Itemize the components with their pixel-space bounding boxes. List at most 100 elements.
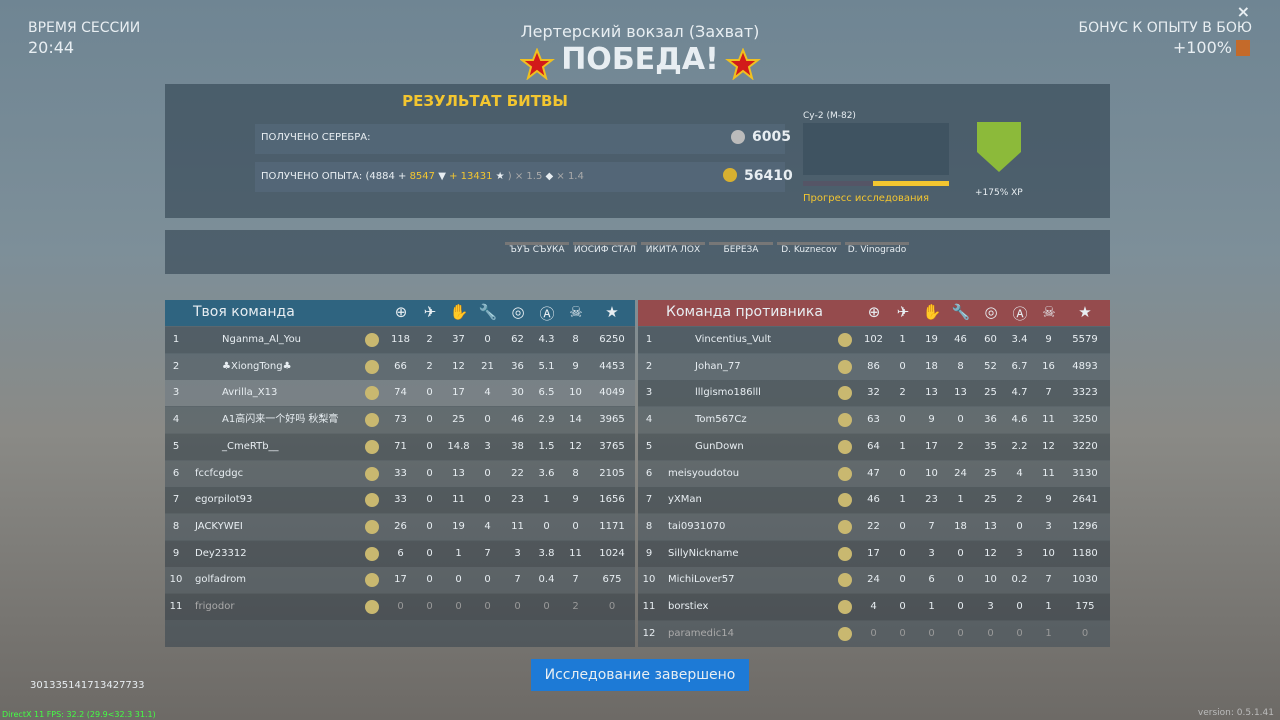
column-icon: ✈ [423, 303, 437, 321]
stat-cell: 0 [608, 601, 616, 612]
stat-cell: 3 [987, 601, 994, 612]
stat-cell: 175 [1075, 601, 1095, 612]
stat-cell: 4049 [599, 387, 625, 399]
stat-cell: 12 [1042, 440, 1055, 452]
stat-cell: 25 [984, 387, 997, 399]
vehicle-icon [365, 519, 379, 534]
stat-cell: 1 [899, 494, 906, 506]
stat-cell: 35 [984, 440, 997, 452]
stat-cell: 3 [484, 440, 491, 452]
stat-cell: 23 [511, 494, 524, 506]
research-button[interactable]: Исследование завершено [531, 659, 749, 691]
vehicle-icon [838, 573, 852, 588]
battle-result: ПОБЕДА! [561, 42, 719, 77]
progress-label: Прогресс исследования [803, 193, 930, 204]
column-icon: ⊕ [394, 303, 408, 321]
stat-cell: 32 [867, 387, 880, 399]
team-header: Команда противника ⊕ ✈ ✋ 🔧 ◎ Ⓐ ☠ ★ [638, 300, 1110, 326]
column-icon: ◎ [511, 303, 525, 321]
stat-cell: 4.7 [1011, 387, 1028, 399]
stat-cell: 0 [543, 601, 550, 612]
stat-cell: 19 [925, 334, 938, 345]
stat-cell: 2 [957, 440, 964, 452]
stat-cell: 36 [511, 360, 524, 372]
stat-cell: 0 [455, 574, 462, 586]
silver-icon [731, 130, 745, 144]
stat-cell: 6 [928, 574, 935, 586]
stat-cell: 0 [484, 414, 491, 426]
vehicle-icon [365, 333, 379, 347]
vehicle-icon [365, 546, 379, 561]
stat-cell: 4 [484, 520, 491, 532]
stat-cell: 2 [426, 360, 433, 372]
stat-cell: 38 [511, 440, 524, 452]
player-name: _CmeRTb__ [222, 440, 279, 452]
stat-cell: 6 [397, 547, 404, 559]
stat-cell: 33 [394, 467, 407, 479]
stat-cell: 0 [572, 520, 579, 532]
stat-cell: 0 [899, 547, 906, 559]
exp-mult: × 1.4 [556, 171, 584, 182]
results-panel: РЕЗУЛЬТАТ БИТВЫ ПОЛУЧЕНО СЕРЕБРА: 6005 П… [165, 84, 1110, 218]
player-name: lllgismo186lll [695, 387, 761, 399]
player-rank: 2 [645, 360, 653, 372]
player-row: 10 MichiLover57 24 0 6 0 10 0.2 7 1030 [638, 567, 1110, 594]
exp-mult: ) × 1.5 [507, 171, 543, 182]
stat-cell: 0 [899, 467, 906, 479]
vehicle-icon [365, 493, 379, 508]
player-name: frigodor [195, 601, 235, 612]
stat-cell: 21 [481, 360, 494, 372]
vehicle-name: Су-2 (М-82) [803, 111, 856, 121]
award-name: ИОСИФ СТАЛ [573, 242, 637, 255]
vehicle-icon [838, 626, 852, 641]
award-name: ИКИТА ЛОХ [641, 242, 705, 255]
player-rank: 11 [169, 601, 183, 612]
stat-cell: 9 [928, 414, 935, 426]
stat-cell: 66 [394, 360, 407, 372]
stat-cell: 1030 [1072, 574, 1098, 586]
stat-cell: 0 [426, 494, 433, 506]
player-rank: 4 [645, 414, 653, 426]
player-name: Tom567Cz [695, 414, 747, 426]
close-button[interactable]: × [1236, 2, 1250, 21]
stat-cell: 4453 [599, 360, 625, 372]
player-rank: 7 [172, 494, 180, 506]
stat-cell: 4893 [1072, 360, 1098, 372]
stat-cell: 0 [426, 467, 433, 479]
award-name: D. Kuznecov [777, 242, 841, 255]
player-name: SillyNickname [668, 547, 739, 559]
stat-cell: 3 [514, 547, 521, 559]
stat-cell: 12 [569, 440, 582, 452]
mission-name: Лертерский вокзал (Захват) [520, 22, 760, 41]
exp-total: 56410 [744, 168, 793, 184]
player-row: 1 Nganma_Al_You 118 2 37 0 62 4.3 8 6250 [165, 327, 635, 353]
award-name: ЪУЪ СЪУКА [505, 242, 569, 255]
stat-cell: 10 [1042, 547, 1055, 559]
stat-cell: 0 [426, 440, 433, 452]
player-name: Johan_77 [695, 360, 741, 372]
stat-cell: 1 [1045, 601, 1052, 612]
stat-cell: 3323 [1072, 387, 1098, 399]
stat-cell: 3.4 [1011, 334, 1028, 345]
player-rank: 9 [645, 547, 653, 559]
stat-cell: 17 [452, 387, 465, 399]
player-row: 7 yXMan 46 1 23 1 25 2 9 2641 [638, 487, 1110, 514]
session-label: ВРЕМЯ СЕССИИ [28, 20, 141, 36]
stat-cell: 13 [925, 387, 938, 399]
stat-cell: 0 [484, 574, 491, 586]
stat-cell: 3 [1016, 547, 1023, 559]
stat-cell: 0 [1016, 601, 1023, 612]
stat-cell: 4.3 [538, 334, 555, 345]
stat-cell: 3765 [599, 440, 625, 452]
stars [520, 48, 761, 80]
team-table: Команда противника ⊕ ✈ ✋ 🔧 ◎ Ⓐ ☠ ★ 1 Vincentius_Vu… [638, 300, 1110, 647]
player-rank: 11 [642, 601, 656, 612]
column-icon: ✋ [449, 303, 469, 321]
session-id: 301335141713427733 [30, 680, 145, 691]
stat-cell: 11 [511, 520, 524, 532]
player-rank: 3 [172, 387, 180, 399]
silver-label: ПОЛУЧЕНО СЕРЕБРА: [261, 132, 371, 143]
stat-cell: 0 [543, 520, 550, 532]
player-name: Nganma_Al_You [222, 334, 302, 345]
stat-cell: 25 [984, 494, 997, 506]
